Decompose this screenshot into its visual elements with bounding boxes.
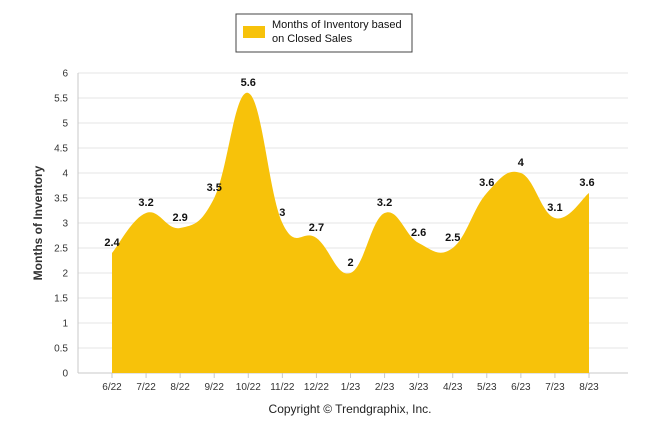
legend-box: [235, 13, 413, 53]
y-tick-label: 5.5: [54, 94, 68, 105]
x-tick-label: 7/22: [136, 382, 156, 393]
y-tick-label: 4: [62, 169, 68, 180]
data-label: 2.6: [411, 227, 426, 239]
y-tick-label: 0: [62, 369, 68, 380]
x-tick-label: 9/22: [204, 382, 224, 393]
data-label: 3.1: [547, 202, 562, 214]
data-label: 3.5: [207, 182, 222, 194]
y-tick-label: 2.5: [54, 244, 68, 255]
y-tick-label: 1.5: [54, 294, 68, 305]
data-label: 5.6: [241, 77, 256, 89]
y-tick-label: 3.5: [54, 194, 68, 205]
data-label: 2: [347, 257, 353, 269]
y-tick-label: 3: [62, 219, 68, 230]
data-label: 4: [518, 157, 525, 169]
data-label: 2.5: [445, 232, 460, 244]
copyright-credit: Copyright © Trendgraphix, Inc.: [269, 402, 432, 416]
x-tick-label: 2/23: [375, 382, 395, 393]
y-tick-label: 6: [62, 69, 68, 80]
x-axis-ticks: 6/22 7/22 8/22 9/22 10/22 11/22 12/22 1/23 2/23 3…: [102, 373, 599, 393]
x-tick-label: 6/22: [102, 382, 122, 393]
legend-label-line-2: on Closed Sales: [272, 33, 353, 45]
data-label: 3.6: [479, 177, 494, 189]
y-tick-label: 2: [62, 269, 68, 280]
legend-label-line-1: Months of Inventory based: [272, 19, 402, 31]
legend: Months of Inventory based on Closed Sale…: [235, 13, 413, 53]
x-tick-label: 8/23: [579, 382, 599, 393]
x-tick-label: 7/23: [545, 382, 565, 393]
x-tick-label: 6/23: [511, 382, 531, 393]
data-label: 2.7: [309, 222, 324, 234]
y-tick-label: 0.5: [54, 344, 68, 355]
x-tick-label: 3/23: [409, 382, 429, 393]
data-label: 2.9: [172, 212, 187, 224]
y-tick-label: 1: [62, 319, 68, 330]
data-label: 2.4: [104, 237, 120, 249]
data-label: 3.2: [377, 197, 392, 209]
data-labels: 2.4 3.2 2.9 3.5 5.6 3 2.7 2 3.2 2.6 2.5 3.6 4 3.1 3.6: [104, 77, 594, 269]
x-tick-label: 10/22: [236, 382, 261, 393]
data-label: 3.6: [579, 177, 594, 189]
y-axis-label: Months of Inventory: [31, 165, 45, 280]
data-label: 3: [279, 207, 285, 219]
x-tick-label: 11/22: [270, 382, 295, 393]
data-label: 3.2: [138, 197, 153, 209]
x-tick-label: 12/22: [304, 382, 329, 393]
area-series-months-of-inventory-based-on-closed-sales: [112, 92, 589, 373]
y-tick-label: 5: [62, 119, 68, 130]
legend-swatch: [243, 26, 265, 38]
area-series: [112, 92, 589, 373]
y-tick-label: 4.5: [54, 144, 68, 155]
x-tick-label: 5/23: [477, 382, 497, 393]
x-tick-label: 8/22: [170, 382, 190, 393]
x-tick-label: 4/23: [443, 382, 463, 393]
y-axis-ticks: 0 0.5 1 1.5 2 2.5 3 3.5 4 4.5 5 5.5 6: [54, 69, 68, 380]
x-tick-label: 1/23: [341, 382, 361, 393]
